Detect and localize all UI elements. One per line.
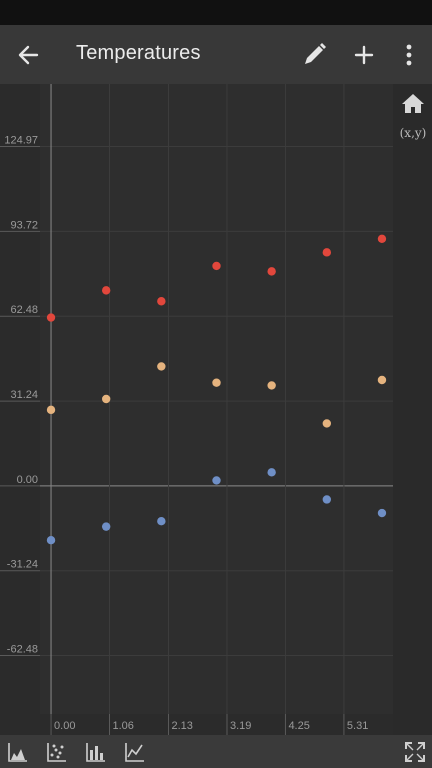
scatter-chart-icon[interactable] [42,738,70,766]
y-tick-label: 31.24 [10,389,38,401]
data-point[interactable] [101,286,111,295]
y-tick-label: 93.72 [10,219,38,231]
y-tick-label: 62.48 [10,304,38,316]
data-point[interactable] [101,394,111,404]
data-point[interactable] [267,468,276,477]
x-tick-label: 5.31 [347,720,368,732]
data-point[interactable] [322,495,332,504]
more-vert-icon[interactable] [388,34,430,76]
app-bar: Temperatures [0,25,432,84]
x-tick-label: 2.13 [172,720,193,732]
data-point[interactable] [377,234,387,243]
plot-background [40,84,393,714]
x-tick-label: 1.06 [112,720,133,732]
x-axis-strip [40,714,393,735]
line-chart-icon[interactable] [120,738,148,766]
x-tick-label: 0.00 [54,720,75,732]
data-point[interactable] [101,522,111,531]
data-point[interactable] [267,381,276,390]
xy-coordinates-toggle[interactable]: (x,y) [399,126,427,140]
data-point[interactable] [46,405,56,415]
fullscreen-icon[interactable] [401,738,429,766]
y-tick-label: 0.00 [17,474,38,486]
data-point[interactable] [322,419,332,428]
plus-icon[interactable] [343,34,385,76]
pencil-icon[interactable] [293,34,335,76]
bar-chart-icon[interactable] [81,738,109,766]
data-point[interactable] [322,248,332,257]
data-point[interactable] [212,476,221,485]
y-axis-gutter [0,84,40,735]
x-tick-label: 3.19 [230,720,251,732]
data-point[interactable] [377,508,387,518]
data-point[interactable] [212,378,221,387]
data-point[interactable] [157,516,166,526]
data-point[interactable] [377,375,387,385]
status-bar [0,0,432,25]
chart-side-panel: (x,y) [393,84,432,735]
y-tick-label: 124.97 [4,135,38,147]
data-point[interactable] [46,313,56,322]
data-point[interactable] [157,362,166,371]
page-title: Temperatures [76,42,201,64]
x-tick-label: 4.25 [288,720,309,732]
data-point[interactable] [46,536,56,545]
data-point[interactable] [157,297,166,306]
arrow-back-icon[interactable] [8,34,50,76]
area-chart-icon[interactable] [3,738,31,766]
data-point[interactable] [267,267,276,276]
bottom-toolbar [0,735,432,768]
y-tick-label: -62.48 [7,644,38,656]
data-point[interactable] [212,261,221,271]
scatter-chart[interactable]: 124.97 93.72 62.48 31.24 0.00 -31.24 -62.48 0.0… [0,84,432,735]
y-tick-label: -31.24 [7,559,38,571]
home-icon[interactable] [397,88,429,120]
chart-area[interactable]: 124.97 93.72 62.48 31.24 0.00 -31.24 -62.48 0.0… [0,84,432,735]
